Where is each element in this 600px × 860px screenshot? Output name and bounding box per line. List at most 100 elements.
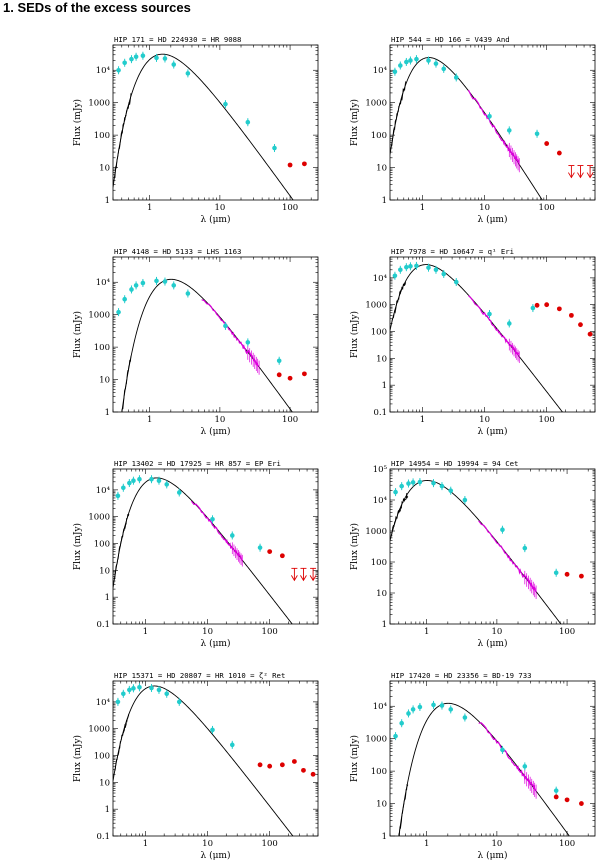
y-tick-label: 10⁴: [373, 496, 388, 506]
photometry-point: [257, 545, 263, 550]
excess-point: [556, 150, 562, 156]
photometry-point: [229, 742, 235, 748]
x-tick-label: 1: [147, 203, 152, 213]
photometry-point: [506, 128, 512, 133]
x-tick-label: 10: [202, 627, 213, 637]
photometry-point: [115, 493, 121, 499]
excess-point: [291, 759, 297, 764]
model-photosphere-line: [113, 53, 294, 200]
upper-limit-arrowhead: [586, 172, 594, 179]
photometry-point: [162, 56, 168, 61]
model-photosphere-line: [390, 264, 564, 412]
plot-area: [113, 683, 316, 836]
ir-spectrum-line: [190, 500, 243, 561]
excess-point: [578, 322, 583, 328]
photometry-point: [462, 715, 468, 720]
x-axis-label: λ (μm): [478, 426, 508, 437]
sed-panel-2: HIP 544 = HD 166 = V439 And 1 10 100 1 10 100 1…: [349, 35, 596, 225]
photometry-point: [154, 278, 159, 284]
plot-area: [390, 478, 584, 624]
photometry-point: [164, 691, 170, 697]
photometry-point: [417, 704, 423, 710]
plot-frame: [389, 44, 596, 201]
photometry-point: [441, 66, 447, 72]
model-photosphere-line: [390, 480, 562, 624]
photometry-point: [431, 480, 436, 486]
model-photosphere-line: [113, 685, 294, 836]
plot-area: [113, 51, 307, 200]
panel-title: HIP 15371 = HD 20807 = HR 1010 = ζ² Ret: [114, 671, 285, 680]
model-photosphere-line: [398, 702, 570, 836]
x-tick-label: 100: [559, 627, 575, 637]
photometry-point: [127, 480, 132, 486]
plot-area: [390, 261, 593, 412]
photometry-point: [431, 702, 436, 708]
photometry-point: [223, 323, 228, 329]
optical-spectrum-line: [391, 81, 407, 147]
excess-point: [276, 372, 282, 378]
x-tick-label: 1: [420, 415, 425, 425]
photometry-point: [229, 533, 235, 538]
y-tick-label: 1: [105, 408, 110, 418]
photometry-point: [404, 59, 409, 65]
x-axis-label: λ (μm): [478, 850, 508, 860]
photometry-point: [500, 747, 505, 753]
excess-point: [257, 762, 263, 768]
excess-point: [564, 797, 570, 803]
y-axis-label: Flux (mJy): [72, 311, 83, 358]
photometry-point: [500, 527, 505, 533]
y-tick-label: 10⁴: [373, 66, 388, 76]
photometry-point: [439, 483, 445, 489]
photometry-point: [393, 733, 398, 739]
optical-spectrum-line: [114, 93, 132, 178]
photometry-point: [154, 55, 159, 61]
photometry-point: [245, 119, 251, 125]
y-tick-label: 100: [94, 343, 110, 353]
y-tick-label: 10⁴: [373, 702, 388, 712]
photometry-point: [408, 264, 413, 269]
excess-point: [544, 302, 550, 308]
photometry-point: [462, 497, 468, 503]
panel-title: HIP 17420 = HD 23356 = BD-19 733: [391, 671, 532, 680]
y-tick-label: 100: [371, 558, 387, 568]
y-tick-label: 10: [376, 589, 387, 599]
optical-spectrum-line: [391, 493, 409, 533]
y-tick-label: 10⁴: [96, 698, 111, 708]
plot-frame: [389, 468, 596, 625]
photometry-point: [433, 267, 439, 273]
photometry-point: [185, 71, 191, 76]
sed-panel-1: HIP 171 = HD 224930 = HR 9088 1 10 100 1 10 10…: [72, 35, 319, 225]
photometry-point: [127, 687, 132, 693]
x-tick-label: 100: [282, 203, 298, 213]
photometry-point: [399, 720, 404, 726]
photometry-point: [133, 54, 139, 60]
photometry-point: [162, 279, 168, 284]
photometry-point: [487, 114, 492, 119]
y-axis-label: Flux (mJy): [349, 735, 360, 782]
excess-point: [310, 771, 316, 777]
panel-title: HIP 171 = HD 224930 = HR 9088: [114, 35, 241, 44]
photometry-point: [506, 321, 512, 326]
plot-frame: [112, 468, 319, 625]
sed-panel-5: HIP 13402 = HD 17925 = HR 857 = EP Eri 1 1…: [72, 459, 319, 649]
x-tick-label: 10: [202, 839, 213, 849]
photometry-point: [410, 707, 416, 712]
photometry-point: [140, 53, 146, 59]
y-axis-label: Flux (mJy): [349, 311, 360, 358]
x-tick-label: 10: [214, 203, 225, 213]
excess-point: [301, 767, 306, 773]
excess-point: [578, 801, 584, 806]
excess-point: [587, 331, 593, 337]
photometry-point: [534, 131, 540, 137]
sed-panel-4: HIP 7978 = HD 10647 = q¹ Eri 1 10 100 0.1 1 10…: [349, 247, 596, 437]
photometry-point: [185, 291, 191, 296]
y-tick-label: 100: [371, 131, 387, 141]
x-tick-label: 10: [214, 415, 225, 425]
y-tick-label: 10⁵: [373, 465, 388, 475]
photometry-point: [156, 687, 162, 693]
photometry-point: [522, 545, 528, 551]
photometry-point: [276, 358, 282, 364]
photometry-point: [116, 67, 121, 73]
panel-title: HIP 4148 = HD 5133 = LHS 1163: [114, 247, 241, 256]
